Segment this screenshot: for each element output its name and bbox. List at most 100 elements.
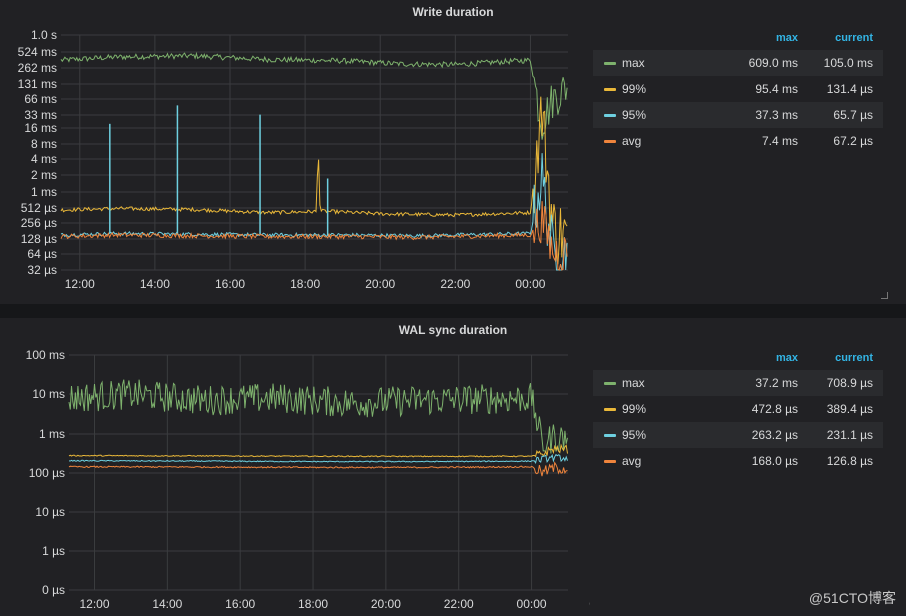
x-tick-label: 12:00 [65,277,95,291]
y-tick-label: 1.0 s [31,28,57,42]
y-tick-label: 100 ms [26,348,65,362]
legend-max-value: 95.4 ms [755,82,798,96]
legend-current-value: 65.7 µs [833,108,873,122]
y-tick-label: 66 ms [24,92,57,106]
legend-current-value: 231.1 µs [826,428,873,442]
y-tick-label: 1 ms [31,185,57,199]
y-tick-label: 128 µs [21,232,57,246]
y-tick-label: 256 µs [21,216,57,230]
series-line-max [60,51,568,140]
legend-max-value: 37.2 ms [755,376,798,390]
y-tick-label: 10 µs [35,505,65,519]
y-tick-label: 16 ms [24,121,57,135]
legend-max-value: 472.8 µs [751,402,798,416]
series-line-99% [60,96,568,265]
legend-item-99[interactable]: 99% 95.4 ms 131.4 µs [593,76,883,102]
legend-series-name: avg [622,454,642,468]
series-line-avg [60,201,568,271]
legend-max-value: 609.0 ms [748,56,798,70]
legend-current-value: 708.9 µs [826,376,873,390]
write-duration-legend: max current max 609.0 ms 105.0 ms 99% 95… [593,28,883,154]
legend-max-value: 7.4 ms [761,134,798,148]
series-swatch[interactable] [604,114,616,117]
watermark: @51CTO博客 [808,590,896,606]
y-tick-label: 100 µs [29,466,65,480]
series-line-95% [60,153,568,271]
legend-current-value: 389.4 µs [826,402,873,416]
x-tick-label: 14:00 [140,277,170,291]
legend-series-name: avg [622,134,642,148]
y-tick-label: 64 µs [27,247,57,261]
wal-sync-duration-panel: 100 ms 10 ms 1 ms 100 µs 10 µs 1 µs 0 µs 12:00 1… [0,318,906,616]
legend-series-name: 99% [622,82,647,96]
legend-series-name: 95% [622,428,647,442]
legend-item-max[interactable]: max 37.2 ms 708.9 µs [593,370,883,396]
legend-current-value: 126.8 µs [826,454,873,468]
y-tick-label: 262 ms [18,61,57,75]
legend-item-max[interactable]: max 609.0 ms 105.0 ms [593,50,883,76]
y-tick-label: 1 ms [39,427,65,441]
x-tick-label: 00:00 [515,277,545,291]
legend-header-current[interactable]: current [835,352,873,364]
panel-title: WAL sync duration [398,323,508,337]
series-swatch[interactable] [604,460,616,463]
series-swatch[interactable] [604,88,616,91]
legend-header-max[interactable]: max [775,352,798,364]
legend-current-value: 105.0 ms [823,56,873,70]
legend-item-avg[interactable]: avg 7.4 ms 67.2 µs [593,128,883,154]
legend-current-value: 67.2 µs [833,134,873,148]
y-tick-label: 1 µs [42,544,65,558]
write-duration-panel: 1.0 s 524 ms 262 ms 131 ms 66 ms 33 ms 16 ms 8 … [0,0,906,304]
x-tick-label: 18:00 [298,597,328,611]
y-tick-label: 512 µs [21,201,57,215]
series-swatch[interactable] [604,382,616,385]
legend-series-name: max [622,56,645,70]
y-tick-label: 33 ms [24,108,57,122]
legend-header-current[interactable]: current [835,32,873,44]
x-tick-label: 00:00 [517,597,547,611]
legend-header-max[interactable]: max [775,32,798,44]
legend-series-name: 95% [622,108,647,122]
y-tick-label: 32 µs [27,263,57,277]
y-tick-label: 0 µs [42,583,65,597]
legend-item-95[interactable]: 95% 263.2 µs 231.1 µs [593,422,883,448]
y-tick-label: 10 ms [32,387,65,401]
x-tick-label: 20:00 [365,277,395,291]
series-swatch[interactable] [604,434,616,437]
wal-sync-duration-chart[interactable]: 100 ms 10 ms 1 ms 100 µs 10 µs 1 µs 0 µs 12:00 1… [0,318,590,616]
y-tick-label: 524 ms [18,45,57,59]
legend-item-avg[interactable]: avg 168.0 µs 126.8 µs [593,448,883,474]
x-tick-label: 22:00 [444,597,474,611]
series-line-95% [68,453,568,465]
x-tick-label: 20:00 [371,597,401,611]
x-tick-label: 14:00 [152,597,182,611]
legend-series-name: 99% [622,402,647,416]
series-swatch[interactable] [604,62,616,65]
legend-item-99[interactable]: 99% 472.8 µs 389.4 µs [593,396,883,422]
x-tick-label: 16:00 [215,277,245,291]
x-tick-label: 12:00 [79,597,109,611]
x-tick-label: 18:00 [290,277,320,291]
legend-item-95[interactable]: 95% 37.3 ms 65.7 µs [593,102,883,128]
series-line-avg [68,461,568,477]
y-tick-label: 131 ms [18,77,57,91]
series-line-max [68,379,568,454]
series-swatch[interactable] [604,140,616,143]
series-line-99% [68,443,568,458]
legend-max-value: 263.2 µs [751,428,798,442]
wal-sync-duration-legend: max current max 37.2 ms 708.9 µs 99% 472… [593,348,883,474]
legend-max-value: 37.3 ms [755,108,798,122]
x-tick-label: 22:00 [440,277,470,291]
legend-header: max current [593,28,883,50]
legend-max-value: 168.0 µs [751,454,798,468]
legend-current-value: 131.4 µs [826,82,873,96]
x-tick-label: 16:00 [225,597,255,611]
panel-resize-handle[interactable] [881,292,888,299]
legend-series-name: max [622,376,645,390]
series-swatch[interactable] [604,408,616,411]
x-tick-label: 02:00 [589,597,590,611]
y-tick-label: 4 ms [31,152,57,166]
legend-header: max current [593,348,883,370]
y-tick-label: 8 ms [31,137,57,151]
